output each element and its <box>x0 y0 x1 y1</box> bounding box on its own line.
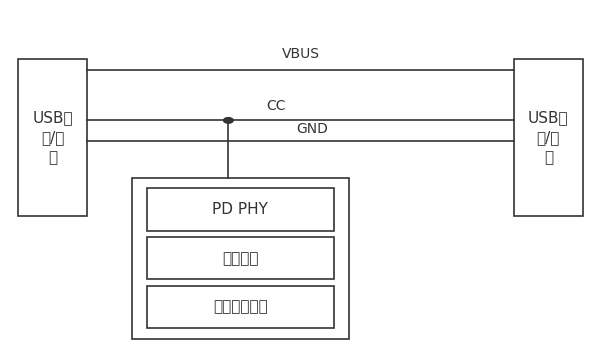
Text: USB公
头/母
座: USB公 头/母 座 <box>528 111 569 165</box>
Text: USB公
头/母
座: USB公 头/母 座 <box>32 111 73 165</box>
Text: GND: GND <box>296 122 329 136</box>
Bar <box>18 59 87 216</box>
Text: CC: CC <box>267 99 286 113</box>
Bar <box>147 286 334 328</box>
Bar <box>132 178 349 339</box>
Bar <box>147 188 334 231</box>
Text: 温度检测比较: 温度检测比较 <box>213 299 268 314</box>
Bar <box>514 59 583 216</box>
Text: VBUS: VBUS <box>281 47 320 61</box>
Text: PD PHY: PD PHY <box>213 202 268 217</box>
Text: 控制逻辑: 控制逻辑 <box>222 251 258 266</box>
Bar <box>147 237 334 280</box>
Circle shape <box>224 118 233 123</box>
